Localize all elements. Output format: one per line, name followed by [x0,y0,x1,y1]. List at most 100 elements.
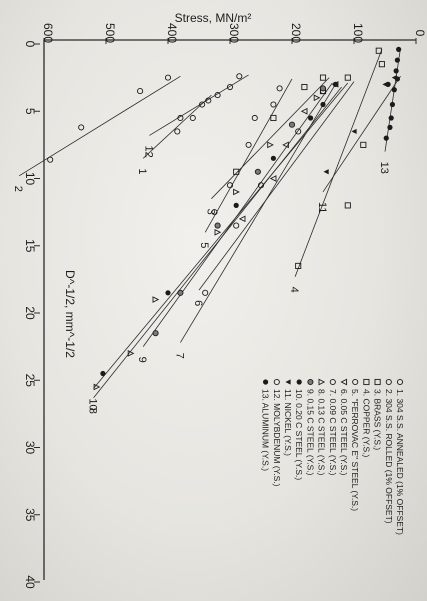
point-marker [329,378,336,386]
point-marker [269,175,277,182]
point-marker [308,115,314,121]
point-marker [78,124,85,131]
y-tick-label: 600 [41,23,55,43]
point-marker [199,101,206,108]
point-marker [257,182,265,189]
point-marker [273,378,280,386]
legend-entry: 6. 0.05 C STEEL (Y.S.) [339,389,349,476]
point-marker [363,378,370,386]
point-marker [385,81,391,87]
point-marker [332,81,338,87]
point-marker [263,379,269,385]
point-marker [296,379,302,385]
legend-entry: 13. ALUMINUM (Y.S.) [261,389,271,471]
curve-label: 13 [378,162,390,174]
point-marker [177,289,184,296]
point-marker [233,202,239,208]
fit-line [204,78,293,233]
point-marker [270,101,277,108]
point-marker [375,47,382,54]
point-marker [270,155,276,161]
fit-line [384,47,401,152]
y-tick-label: 100 [351,23,365,43]
x-tick-label: 35 [23,508,37,522]
point-marker [387,124,393,130]
fit-line [149,74,249,136]
y-tick-label: 0 [413,30,427,37]
x-tick-label: 30 [23,441,37,455]
point-marker [288,121,296,128]
curve-label: 10 [87,398,99,410]
y-tick-label: 300 [227,23,241,43]
point-marker [307,378,314,386]
point-marker [295,262,302,269]
point-marker [374,378,381,386]
legend-entry: 8. 0.13 C STEEL (Y.S.) [317,389,327,476]
y-axis-title: Stress, MN/m² [175,11,252,25]
point-marker [323,169,329,175]
point-marker [177,114,184,122]
legend-entry: 1. 304 S.S. ANNEALED (1% OFFSET) [395,389,405,535]
point-marker [320,101,326,108]
data-points [47,46,402,391]
curve-label: 12 [142,145,154,157]
point-marker [319,74,327,81]
point-marker [301,83,308,91]
point-marker [236,73,243,80]
point-marker [245,141,252,148]
legend-entry: 9. 0.15 C STEEL (Y.S.) [305,389,315,476]
point-marker [300,107,308,115]
point-marker [189,114,196,122]
point-marker [393,68,399,74]
legend-entry: 3. BRASS (Y.S.) [373,389,383,450]
point-marker [100,370,106,377]
x-tick-label: 0 [23,41,37,48]
point-marker [226,83,234,91]
curve-label: 6 [192,300,204,306]
legend-entry: 7. 0.09 C STEEL (Y.S.) [328,389,338,476]
x-tick-label: 5 [23,108,37,115]
point-marker [214,92,221,99]
fit-line [18,75,181,177]
point-marker [295,128,302,135]
curve-label: 2 [12,186,24,192]
y-axis-ticks: 0 100 200 300 400 500 600 [41,23,427,44]
point-marker [254,168,261,175]
curve-label: 5 [198,242,210,248]
legend-entry: 12. MOLYBDENUM (Y.S.) [272,389,282,487]
curve-label: 11 [316,202,328,213]
point-marker [396,46,402,52]
point-marker [340,378,348,386]
x-axis-ticks: 0 5 10 15 20 25 30 35 40 [23,41,40,589]
fit-line [93,82,349,389]
fit-line [322,76,401,193]
point-marker [152,296,160,303]
fit-lines [18,47,401,398]
point-marker [270,114,277,122]
point-marker [93,383,101,391]
x-tick-label: 15 [23,239,37,253]
point-marker [344,74,351,81]
point-marker [319,85,327,92]
point-marker [385,378,392,386]
curve-label: 1 [136,168,148,174]
point-marker [233,168,240,175]
point-marker [351,128,357,135]
point-marker [360,141,367,148]
point-marker [238,215,246,223]
point-marker [383,135,389,141]
curve-label: 7 [173,353,185,359]
legend-entry: 11. NICKEL (Y.S.) [283,389,293,456]
point-marker [214,228,222,236]
point-marker [211,209,218,216]
point-marker [165,290,171,296]
point-marker [127,350,135,357]
point-marker [214,222,221,229]
fit-line [294,49,383,277]
point-marker [152,330,159,337]
point-marker [388,115,394,121]
legend-entry: 4. COPPER (Y.S.) [361,389,371,458]
point-marker [226,182,234,189]
x-tick-label: 40 [23,575,37,589]
